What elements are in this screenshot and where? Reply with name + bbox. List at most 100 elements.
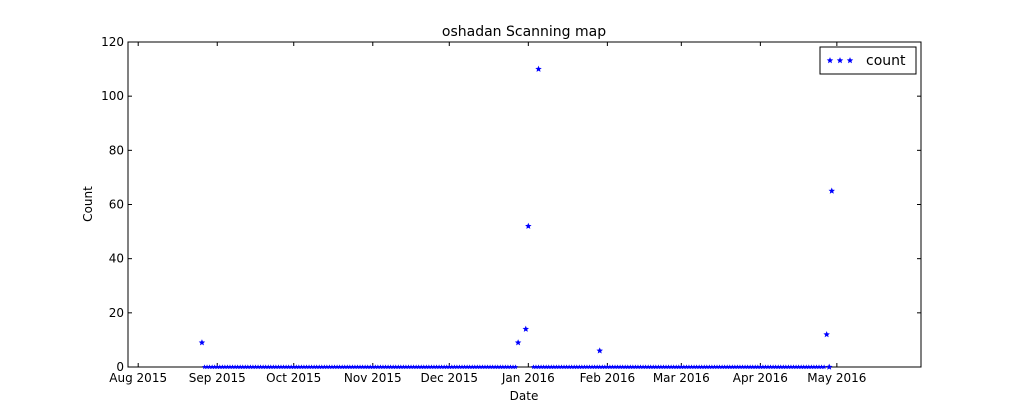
- legend-box: [819, 46, 917, 75]
- data-point: [788, 364, 794, 370]
- y-tick-label: 80: [109, 143, 124, 157]
- data-point: [263, 364, 269, 370]
- data-point: [823, 331, 830, 338]
- data-point: [467, 364, 473, 370]
- data-point: [202, 364, 207, 370]
- data-point: [275, 364, 281, 370]
- data-point: [398, 364, 404, 370]
- data-point: [617, 364, 623, 370]
- data-point: [755, 364, 761, 370]
- x-tick-label: Sep 2015: [189, 371, 246, 385]
- data-point: [298, 364, 304, 370]
- data-point: [288, 364, 294, 370]
- data-point: [538, 364, 544, 370]
- data-point: [245, 364, 251, 370]
- data-point: [553, 364, 559, 370]
- data-point: [222, 364, 228, 370]
- data-point: [451, 364, 457, 370]
- data-point: [701, 364, 707, 370]
- data-point: [638, 364, 643, 370]
- data-point: [704, 364, 710, 370]
- data-point: [773, 364, 779, 370]
- data-point: [699, 364, 705, 370]
- data-point: [648, 364, 654, 370]
- data-point: [742, 364, 748, 370]
- data-point: [314, 364, 320, 370]
- data-point: [587, 364, 592, 370]
- data-point: [360, 364, 366, 370]
- data-point: [510, 364, 516, 370]
- data-point: [431, 364, 437, 370]
- data-point: [304, 364, 309, 370]
- data-point: [683, 364, 689, 370]
- data-point: [762, 364, 768, 370]
- data-point: [564, 364, 570, 370]
- data-point: [332, 364, 338, 370]
- data-point: [783, 364, 789, 370]
- data-point: [666, 364, 672, 370]
- data-point: [426, 364, 432, 370]
- data-point: [469, 364, 475, 370]
- data-point: [204, 364, 210, 370]
- data-point: [479, 364, 485, 370]
- data-point: [533, 364, 539, 370]
- legend-marker: [826, 57, 834, 64]
- data-point: [681, 364, 687, 370]
- data-point: [482, 364, 488, 370]
- data-point: [825, 363, 833, 370]
- x-tick-label: Dec 2015: [420, 371, 478, 385]
- data-point: [796, 364, 802, 370]
- data-point: [663, 364, 669, 370]
- data-point: [597, 364, 603, 370]
- data-point: [329, 364, 335, 370]
- data-point: [643, 364, 649, 370]
- data-point: [514, 339, 522, 346]
- data-point: [668, 364, 674, 370]
- data-point: [390, 364, 396, 370]
- data-point: [556, 364, 562, 370]
- data-point: [696, 364, 702, 370]
- data-point: [757, 364, 763, 370]
- data-point: [770, 364, 776, 370]
- data-point: [214, 364, 220, 370]
- data-point: [630, 364, 636, 370]
- data-point: [722, 364, 728, 370]
- data-point: [449, 364, 455, 370]
- data-point: [607, 364, 613, 370]
- data-point: [260, 364, 266, 370]
- data-point: [750, 364, 756, 370]
- data-points: [198, 65, 835, 370]
- data-point: [610, 364, 615, 370]
- data-point: [250, 364, 256, 370]
- data-point: [645, 364, 651, 370]
- data-point: [365, 364, 371, 370]
- data-point: [627, 364, 633, 370]
- data-point: [559, 364, 564, 370]
- y-tick-label: 0: [116, 360, 124, 374]
- data-point: [334, 364, 340, 370]
- data-point: [737, 364, 743, 370]
- data-point: [408, 364, 414, 370]
- data-point: [247, 364, 253, 370]
- data-point: [760, 364, 766, 370]
- data-point: [219, 364, 225, 370]
- data-point: [813, 364, 819, 370]
- y-tick-label: 120: [101, 35, 124, 49]
- data-point: [380, 364, 386, 370]
- data-point: [319, 364, 325, 370]
- data-point: [793, 364, 799, 370]
- data-point: [444, 364, 450, 370]
- data-point: [326, 364, 332, 370]
- data-point: [418, 364, 424, 370]
- data-point: [828, 187, 835, 194]
- data-point: [660, 364, 666, 370]
- data-point: [791, 364, 796, 370]
- plot-frame: [127, 41, 922, 368]
- data-point: [283, 364, 289, 370]
- data-point: [349, 364, 355, 370]
- data-point: [622, 364, 628, 370]
- data-point: [485, 364, 490, 370]
- data-point: [596, 347, 603, 354]
- data-point: [406, 364, 411, 370]
- y-tick-label: 100: [101, 89, 124, 103]
